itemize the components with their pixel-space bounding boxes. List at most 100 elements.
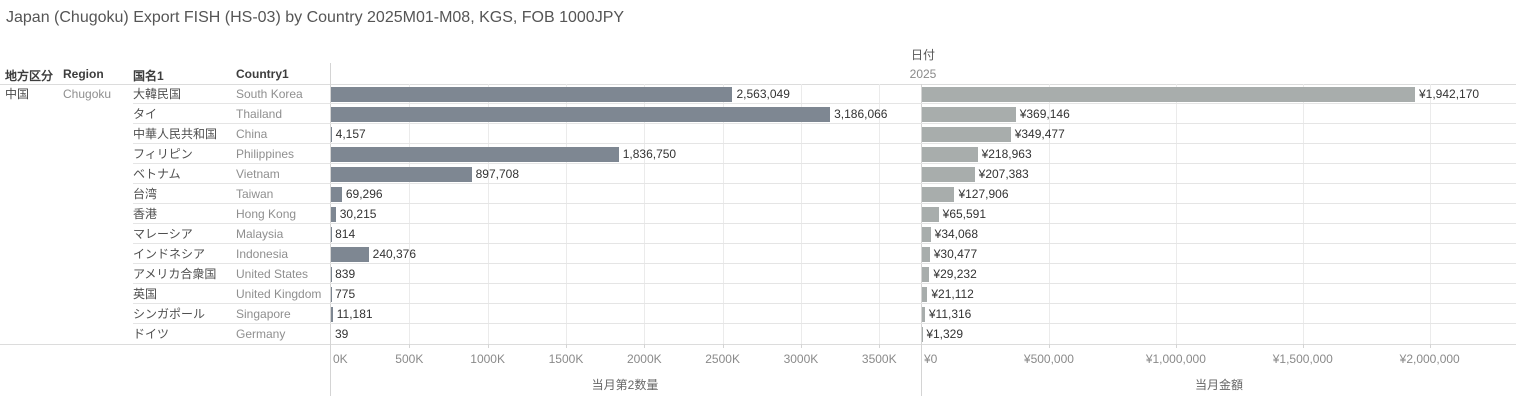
column-header-country-jp[interactable]: 国名1 — [133, 69, 164, 83]
qty-bar[interactable] — [331, 86, 733, 102]
amt-bar[interactable] — [922, 306, 925, 322]
amt-bar[interactable] — [922, 126, 1011, 142]
qty-axis-tick-label: 1500K — [548, 352, 584, 366]
qty-value-label: 814 — [335, 227, 356, 241]
row-separator — [133, 283, 1516, 284]
qty-value-label: 30,215 — [339, 207, 377, 221]
country-name-jp[interactable]: 台湾 — [133, 187, 158, 201]
table-row: フィリピン Philippines 1,836,750 ¥218,963 — [0, 144, 1516, 164]
amt-value-label: ¥349,477 — [1014, 127, 1065, 141]
qty-bar[interactable] — [331, 306, 333, 322]
country-name-en[interactable]: South Korea — [236, 87, 303, 101]
amt-value-label: ¥21,112 — [931, 287, 974, 301]
country-name-jp[interactable]: マレーシア — [133, 227, 193, 241]
qty-value-label: 3,186,066 — [834, 107, 888, 121]
country-name-en[interactable]: Malaysia — [236, 227, 284, 241]
table-row: 英国 United Kingdom 775 ¥21,112 — [0, 284, 1516, 304]
row-separator — [133, 303, 1516, 304]
table-row: 台湾 Taiwan 69,296 ¥127,906 — [0, 184, 1516, 204]
amt-bar[interactable] — [922, 266, 930, 282]
country-name-jp[interactable]: シンガポール — [133, 307, 206, 321]
country-name-jp[interactable]: 香港 — [133, 207, 158, 221]
amt-axis-tick-label: ¥0 — [924, 352, 938, 366]
country-name-jp[interactable]: タイ — [133, 107, 158, 121]
country-name-jp[interactable]: 中華人民共和国 — [133, 127, 218, 141]
country-name-en[interactable]: Taiwan — [236, 187, 274, 201]
country-name-jp[interactable]: ドイツ — [133, 327, 170, 341]
row-separator — [133, 123, 1516, 124]
table-row: タイ Thailand 3,186,066 ¥369,146 — [0, 104, 1516, 124]
amt-bar[interactable] — [922, 226, 931, 242]
amt-value-label: ¥369,146 — [1019, 107, 1070, 121]
country-name-en[interactable]: China — [236, 127, 268, 141]
qty-value-label: 775 — [335, 287, 356, 301]
amt-value-label: ¥1,329 — [926, 327, 964, 341]
qty-axis-tick-label: 2000K — [626, 352, 662, 366]
qty-bar[interactable] — [331, 106, 831, 122]
country-name-en[interactable]: United Kingdom — [236, 287, 322, 301]
country-name-en[interactable]: Thailand — [236, 107, 283, 121]
row-separator — [133, 323, 1516, 324]
column-header-region-jp[interactable]: 地方区分 — [5, 69, 54, 83]
qty-gridline — [565, 84, 567, 344]
qty-bar[interactable] — [331, 246, 369, 262]
qty-gridline — [644, 84, 646, 344]
country-name-en[interactable]: Hong Kong — [236, 207, 297, 221]
country-name-en[interactable]: Germany — [236, 327, 286, 341]
amt-tickmark — [1302, 344, 1304, 348]
region-cell-en[interactable]: Chugoku — [63, 87, 112, 101]
country-name-jp[interactable]: アメリカ合衆国 — [133, 267, 217, 281]
qty-bar[interactable] — [331, 126, 332, 142]
qty-gridline — [487, 84, 489, 344]
row-separator — [133, 223, 1516, 224]
amt-value-label: ¥127,906 — [958, 187, 1009, 201]
country-name-en[interactable]: Philippines — [236, 147, 295, 161]
qty-tickmark — [879, 344, 881, 348]
amt-bar[interactable] — [922, 106, 1016, 122]
qty-bar[interactable] — [331, 206, 336, 222]
amt-value-label: ¥29,232 — [933, 267, 977, 281]
amt-bar[interactable] — [922, 206, 939, 222]
row-separator — [133, 103, 1516, 104]
amt-gridline — [1048, 84, 1050, 344]
qty-gridline — [800, 84, 802, 344]
table-row: ドイツ Germany 39 ¥1,329 — [0, 324, 1516, 344]
amt-value-label: ¥218,963 — [981, 147, 1032, 161]
table-row: ベトナム Vietnam 897,708 ¥207,383 — [0, 164, 1516, 184]
column-header-region-en[interactable]: Region — [63, 67, 104, 81]
date-value-2025[interactable]: 2025 — [909, 67, 937, 81]
column-header-country-en[interactable]: Country1 — [236, 67, 289, 81]
country-name-jp[interactable]: フィリピン — [133, 147, 193, 161]
country-name-jp[interactable]: インドネシア — [133, 247, 206, 261]
qty-bar[interactable] — [331, 166, 472, 182]
amt-bar[interactable] — [922, 166, 975, 182]
amt-bar[interactable] — [922, 246, 930, 262]
amt-tickmark — [1175, 344, 1177, 348]
amt-bar[interactable] — [922, 286, 928, 302]
country-name-en[interactable]: Singapore — [236, 307, 291, 321]
country-name-jp[interactable]: ベトナム — [133, 167, 181, 181]
qty-value-label: 240,376 — [372, 247, 417, 261]
region-cell-jp[interactable]: 中国 — [5, 87, 30, 101]
qty-bar[interactable] — [331, 186, 342, 202]
qty-axis-tick-label: 0K — [333, 352, 348, 366]
qty-value-label: 4,157 — [335, 127, 366, 141]
amt-bar[interactable] — [922, 146, 978, 162]
qty-value-label: 11,181 — [336, 307, 373, 321]
amt-bar[interactable] — [922, 86, 1415, 102]
country-name-jp[interactable]: 大韓民国 — [133, 87, 182, 101]
country-name-en[interactable]: United States — [236, 267, 309, 281]
qty-axis-tick-label: 3000K — [783, 352, 819, 366]
amt-gridline — [1429, 84, 1431, 344]
amt-bar[interactable] — [922, 186, 955, 202]
country-name-en[interactable]: Vietnam — [236, 167, 280, 181]
qty-bar[interactable] — [331, 146, 619, 162]
country-name-en[interactable]: Indonesia — [236, 247, 289, 261]
country-name-jp[interactable]: 英国 — [133, 287, 158, 301]
qty-tickmark — [409, 344, 411, 348]
qty-value-label: 2,563,049 — [736, 87, 790, 101]
qty-axis-title: 当月第2数量 — [591, 378, 659, 392]
date-field-header[interactable]: 日付 — [910, 48, 936, 62]
amt-axis-tick-label: ¥2,000,000 — [1399, 352, 1460, 366]
